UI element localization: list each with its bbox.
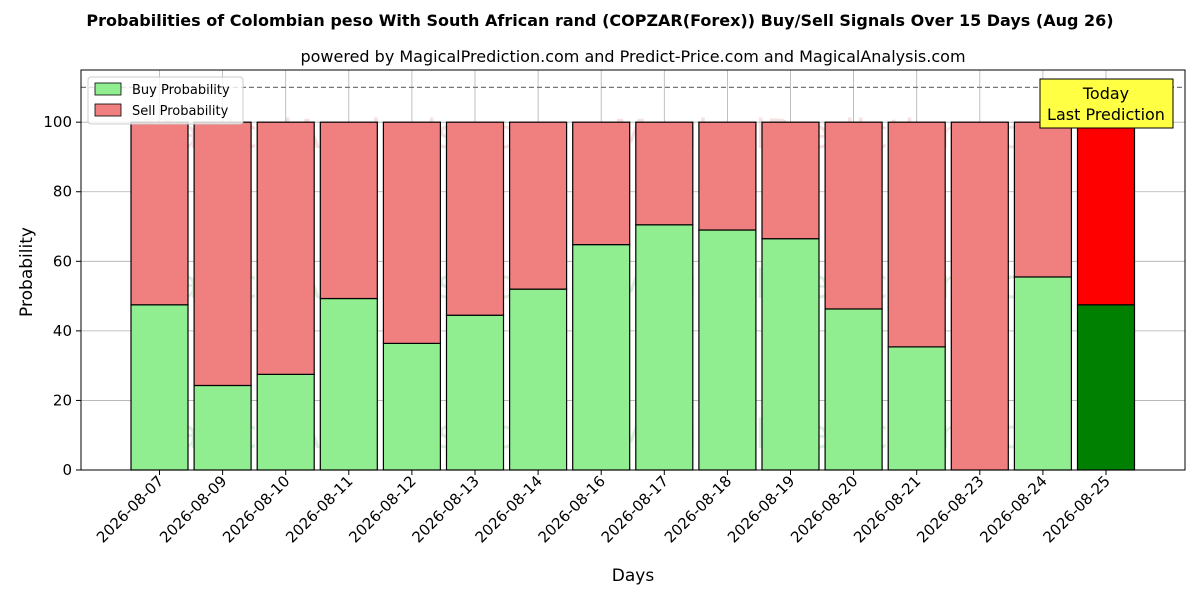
annotation-line2: Last Prediction	[1047, 105, 1165, 124]
legend-label: Buy Probability	[132, 83, 230, 98]
x-tick-label: 2026-08-21	[850, 472, 924, 546]
sell-bar	[130, 121, 189, 306]
y-tick-label: 100	[43, 113, 72, 131]
buy-bar	[319, 297, 378, 471]
sell-bar	[635, 121, 694, 226]
y-tick-label: 60	[53, 252, 72, 270]
annotation-line1: Today	[1082, 84, 1129, 103]
y-tick-label: 20	[53, 391, 72, 409]
sell-bar	[193, 121, 252, 387]
buy-bar	[572, 244, 631, 471]
x-axis-label: Days	[612, 566, 655, 586]
buy-bar	[382, 342, 441, 471]
legend-swatch	[94, 82, 122, 96]
sell-bar	[572, 121, 631, 246]
legend-label: Sell Probability	[132, 104, 229, 119]
buy-bar	[509, 288, 568, 471]
x-tick-label: 2026-08-16	[535, 472, 609, 546]
buy-bar	[445, 314, 505, 471]
sell-bar	[509, 121, 568, 290]
x-tick-label: 2026-08-07	[93, 472, 167, 546]
x-tick-label: 2026-08-18	[661, 472, 735, 546]
x-tick-label: 2026-08-14	[472, 472, 546, 546]
buy-bar	[635, 224, 694, 471]
x-tick-label: 2026-08-13	[408, 472, 482, 546]
sell-bar	[1076, 121, 1136, 306]
x-tick-label: 2026-08-11	[282, 472, 356, 546]
legend-swatch	[94, 103, 122, 117]
y-tick-label: 0	[62, 461, 72, 479]
buy-bar	[130, 304, 189, 471]
legend: Buy Probability Sell Probability	[87, 76, 244, 125]
x-tick-label: 2026-08-10	[219, 472, 293, 546]
x-tick-label: 2026-08-23	[913, 472, 987, 546]
sell-bar	[698, 121, 757, 231]
sell-bar	[382, 121, 441, 344]
sell-bar	[950, 121, 1009, 471]
today-annotation: Today Last Prediction	[1039, 78, 1174, 129]
sell-bar	[319, 121, 378, 300]
x-tick-label: 2026-08-09	[156, 472, 230, 546]
buy-bar	[824, 308, 883, 471]
buy-bar	[256, 373, 315, 471]
buy-bar	[193, 384, 252, 471]
x-tick-label: 2026-08-25	[1039, 472, 1113, 546]
plot-area: MagicalAnalysis.comMagicalPrediction.com…	[43, 69, 1186, 546]
sell-bar	[824, 121, 883, 310]
sell-bar	[887, 121, 946, 348]
y-axis-label: Probability	[17, 227, 37, 317]
x-tick-label: 2026-08-12	[345, 472, 419, 546]
sell-bar	[1013, 121, 1073, 278]
sell-bar	[445, 121, 505, 316]
sell-bar	[256, 121, 315, 375]
x-tick-label: 2026-08-24	[976, 472, 1050, 546]
y-tick-label: 40	[53, 322, 72, 340]
sell-bar	[761, 121, 820, 240]
plot-frame	[80, 69, 1186, 471]
buy-bar	[698, 229, 757, 471]
legend-box	[87, 76, 244, 125]
buy-bar	[1076, 304, 1136, 471]
chart-title: Probabilities of Colombian peso With Sou…	[86, 11, 1113, 30]
annotation-box	[1039, 78, 1174, 129]
buy-bar	[1013, 276, 1073, 471]
x-tick-label: 2026-08-20	[787, 472, 861, 546]
x-tick-label: 2026-08-19	[724, 472, 798, 546]
chart-subtitle: powered by MagicalPrediction.com and Pre…	[300, 47, 965, 66]
y-tick-label: 80	[53, 183, 72, 201]
buy-bar	[887, 346, 946, 471]
buy-bar	[761, 238, 820, 471]
x-tick-label: 2026-08-17	[598, 472, 672, 546]
